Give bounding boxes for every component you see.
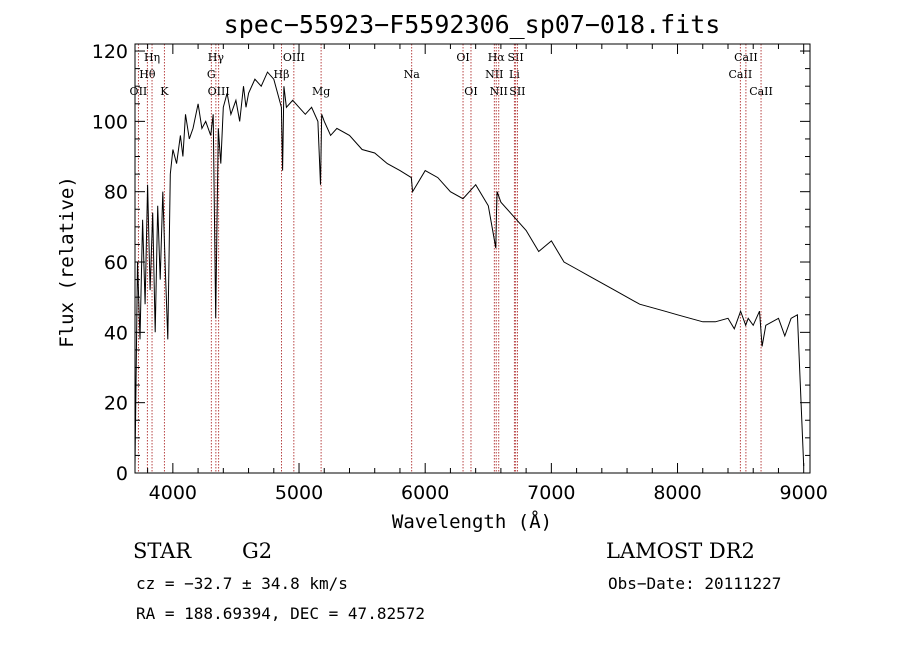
- spectral-line-label: Hβ: [274, 68, 290, 81]
- spectral-line-label: OIII: [208, 85, 230, 98]
- y-tick-label: 40: [104, 322, 128, 344]
- y-axis-label: Flux (relative): [56, 176, 78, 348]
- x-tick-label: 4000: [149, 482, 197, 504]
- y-tick-label: 20: [104, 393, 128, 415]
- spectral-line-label: NII: [485, 68, 503, 81]
- spectral-line-label: SII: [509, 85, 525, 98]
- redshift-cz: cz = −32.7 ± 34.8 km/s: [136, 574, 348, 593]
- y-tick-label: 60: [104, 252, 128, 274]
- spectral-line-label: CaII: [749, 85, 773, 98]
- spectral-line-label: OII: [130, 85, 148, 98]
- observation-date: Obs−Date: 20111227: [608, 574, 781, 593]
- ra-dec: RA = 188.69394, DEC = 47.82572: [136, 604, 425, 623]
- spectral-line-label: K: [160, 85, 169, 98]
- spectral-line-label: G: [207, 68, 216, 81]
- spectral-line-label: CaII: [729, 68, 753, 81]
- spectral-line-label: Mg: [312, 85, 330, 98]
- spectral-line-label: Hη: [144, 51, 160, 64]
- x-tick-label: 7000: [527, 482, 575, 504]
- object-class: STAR: [133, 539, 192, 563]
- x-tick-label: 5000: [275, 482, 323, 504]
- x-tick-label: 9000: [780, 482, 828, 504]
- x-tick-label: 6000: [401, 482, 449, 504]
- chart-title: spec−55923−F5592306_sp07−018.fits: [224, 10, 721, 39]
- spectral-line-label: Hα: [488, 51, 506, 64]
- x-tick-label: 8000: [653, 482, 701, 504]
- spectral-line-label: OI: [456, 51, 469, 64]
- x-axis-label: Wavelength (Å): [392, 510, 552, 533]
- spectral-line-label: CaII: [734, 51, 758, 64]
- survey-name: LAMOST DR2: [606, 539, 755, 563]
- spectral-line-label: NII: [490, 85, 508, 98]
- y-tick-label: 120: [92, 41, 128, 63]
- spectral-line-markers: OIIHθHηKGHγOIIIHβOIIIMgNaOIOINIIHαNIILiS…: [130, 44, 773, 473]
- spectral-line-label: Li: [509, 68, 520, 81]
- y-tick-label: 80: [104, 182, 128, 204]
- y-tick-label: 0: [116, 463, 128, 485]
- y-tick-label: 100: [92, 111, 128, 133]
- spectral-line-label: SII: [508, 51, 524, 64]
- spectral-line-label: Na: [404, 68, 421, 81]
- spectral-line-label: Hθ: [139, 68, 156, 81]
- spectral-line-label: OIII: [283, 51, 305, 64]
- axis-ticks: 4000 5000 6000 7000 8000 9000 0 20 40 60 80 100 120: [92, 41, 828, 504]
- plot-frame: [134, 43, 811, 474]
- spectral-line-label: Hγ: [208, 51, 225, 64]
- object-subclass: G2: [242, 539, 272, 563]
- spectral-line-label: OI: [464, 85, 477, 98]
- spectrum-line: [134, 71, 805, 467]
